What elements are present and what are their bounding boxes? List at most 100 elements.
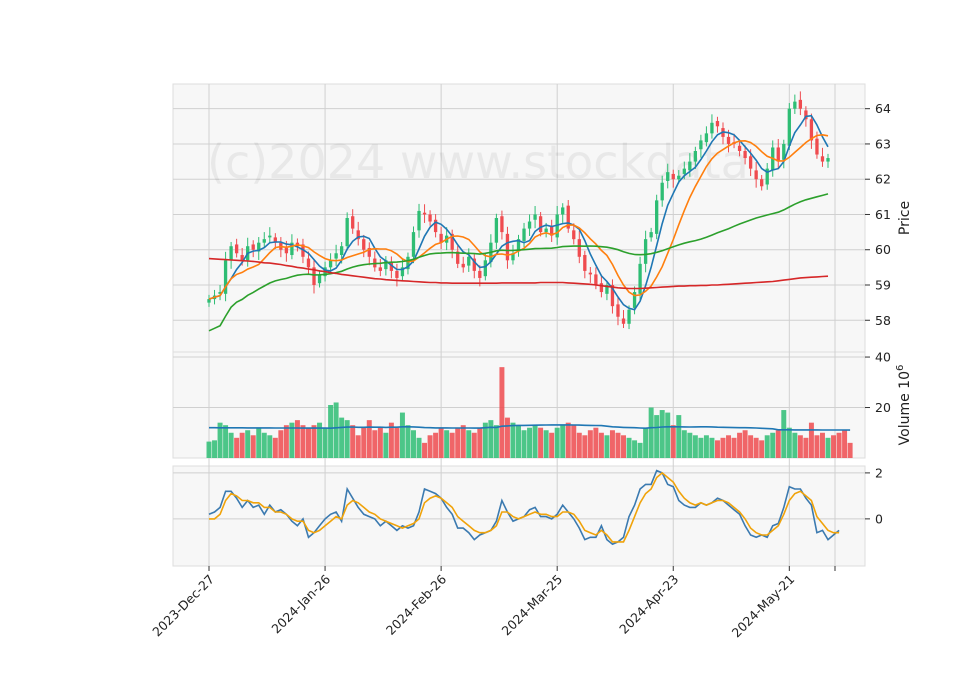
candle-body: [699, 140, 703, 150]
candle-body: [378, 267, 382, 271]
volume-bar: [422, 442, 428, 458]
x-tick-label: 2023-Dec-27: [149, 572, 217, 640]
candle-body: [550, 226, 554, 236]
candle-body: [610, 285, 615, 307]
candle-body: [643, 239, 648, 264]
candle-body: [240, 255, 244, 261]
volume-bar: [212, 440, 218, 458]
watermark: (c)2024 www.stockdata: [207, 135, 749, 189]
volume-bar: [670, 425, 676, 458]
svg-text:Volume 106: Volume 106: [895, 365, 913, 446]
volume-bar: [825, 437, 831, 458]
volume-bar: [272, 437, 278, 458]
volume-bar: [814, 435, 820, 458]
volume-bar: [703, 435, 709, 458]
candle-body: [715, 121, 720, 127]
candle-body: [660, 182, 664, 201]
volume-bar: [726, 435, 732, 458]
volume-ma-line: [209, 424, 851, 431]
volume-axis-label: Volume 106: [895, 365, 913, 446]
volume-bar: [355, 435, 361, 458]
candle-body: [351, 216, 355, 229]
candle-body: [737, 145, 742, 151]
x-tick-label: 2024-Feb-26: [383, 571, 449, 637]
volume-y-tick-label: 20: [875, 400, 891, 415]
candle-body: [516, 239, 521, 252]
candle-body: [754, 170, 758, 180]
volume-bar: [532, 425, 538, 458]
candle-body: [422, 212, 427, 215]
volume-bar: [731, 437, 737, 458]
candle-body: [605, 285, 609, 294]
volume-bar: [383, 432, 389, 458]
volume-bar: [217, 422, 223, 458]
volume-y-tick-label: 40: [875, 350, 891, 365]
volume-bar: [516, 425, 521, 458]
volume-bar: [399, 412, 405, 458]
candle-body: [760, 179, 764, 187]
volume-bar: [742, 430, 748, 458]
candle-body: [290, 242, 294, 256]
candle-body: [461, 263, 465, 268]
price-axis-label: Price: [897, 201, 913, 235]
candle-body: [400, 267, 405, 277]
price-y-tick-label: 59: [875, 278, 891, 293]
ma50-line: [208, 193, 829, 332]
volume-bar: [411, 430, 416, 458]
price-panel: [172, 83, 866, 353]
candle-body: [284, 247, 289, 254]
volume-bar: [460, 425, 466, 458]
candle-body: [389, 262, 394, 271]
candle-body: [538, 216, 543, 233]
volume-bar: [256, 427, 262, 458]
volume-bar: [582, 435, 588, 458]
oscillator-panel: [172, 465, 866, 567]
volume-bar: [377, 427, 383, 458]
volume-bar: [311, 425, 317, 458]
price-y-tick-label: 62: [875, 172, 891, 187]
candle-body: [456, 251, 460, 264]
candle-body: [234, 244, 239, 254]
candle-body: [522, 228, 526, 241]
candle-body: [251, 244, 255, 250]
ma5-line: [208, 114, 829, 311]
candle-body: [384, 260, 388, 270]
volume-bar: [433, 432, 439, 458]
volume-axis-exponent: 6: [895, 365, 906, 371]
volume-bar: [698, 437, 704, 458]
oscillator-y-tick-label: 2: [875, 465, 883, 480]
volume-bar: [759, 440, 765, 458]
candle-body: [467, 256, 471, 266]
candle-body: [334, 253, 338, 259]
volume-bar: [748, 435, 754, 458]
candle-body: [262, 239, 266, 243]
volume-bar: [493, 425, 499, 458]
price-y-tick-label: 60: [875, 242, 891, 257]
candle-body: [748, 156, 753, 169]
candle-body: [395, 270, 399, 278]
volume-bar: [792, 432, 798, 458]
candle-body: [632, 292, 637, 308]
volume-bar: [692, 435, 698, 458]
candle-body: [688, 161, 692, 171]
candle-body: [561, 207, 565, 215]
volume-bar: [770, 432, 776, 458]
candle-body: [356, 230, 360, 240]
volume-bar: [405, 425, 411, 458]
volume-bar: [819, 432, 825, 458]
volume-bar: [538, 427, 544, 458]
candle-body: [505, 233, 510, 261]
candle-body: [223, 260, 228, 294]
volume-axis-label-text: Volume: [897, 393, 913, 445]
candle-body: [306, 258, 311, 268]
volume-bar: [659, 410, 665, 458]
candle-body: [533, 214, 537, 220]
volume-bar: [587, 430, 593, 458]
candle-body: [704, 133, 709, 143]
volume-bar: [234, 437, 240, 458]
volume-bar: [609, 430, 615, 458]
candle-body: [782, 143, 786, 160]
price-y-tick-label: 61: [875, 207, 891, 222]
volume-bar: [565, 422, 571, 458]
